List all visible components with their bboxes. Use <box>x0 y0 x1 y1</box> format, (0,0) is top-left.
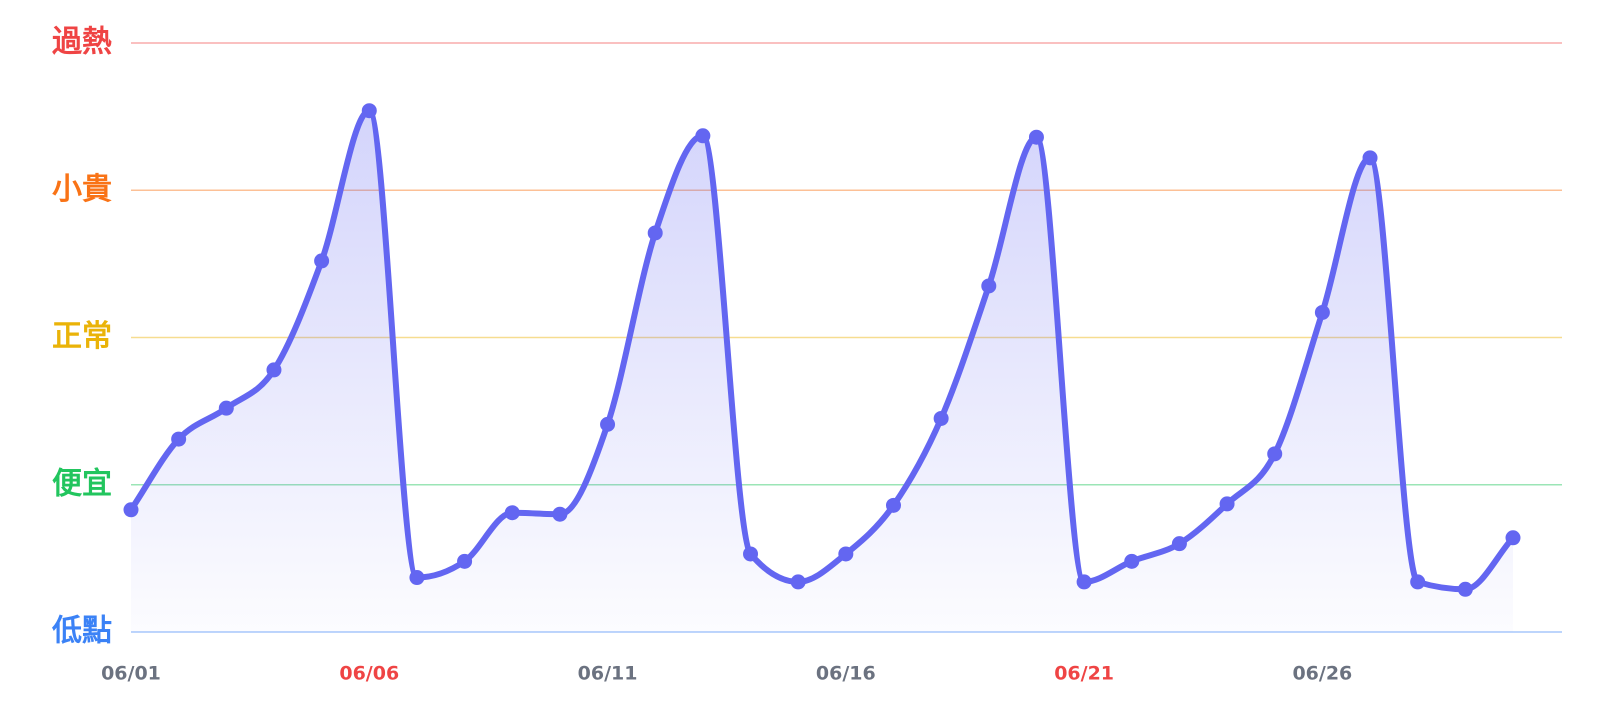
point <box>838 546 854 562</box>
point <box>504 505 520 521</box>
area <box>131 110 1513 632</box>
y-tick-label: 過熱 <box>52 25 112 60</box>
point <box>1028 129 1044 145</box>
point <box>600 416 616 432</box>
point <box>743 546 759 562</box>
point <box>1171 536 1187 552</box>
y-tick-label: 小貴 <box>52 172 112 207</box>
point <box>1457 581 1473 597</box>
point <box>885 497 901 513</box>
point <box>266 362 282 378</box>
x-tick-label: 06/01 <box>101 663 161 685</box>
point <box>1219 496 1235 512</box>
point <box>314 253 330 269</box>
x-tick-label: 06/21 <box>1054 663 1114 685</box>
y-tick-label: 低點 <box>51 614 112 649</box>
point <box>1505 530 1521 546</box>
point <box>1410 574 1426 590</box>
x-tick-label: 06/16 <box>816 663 876 685</box>
point <box>981 278 997 294</box>
point <box>1076 574 1092 590</box>
x-tick-label: 06/06 <box>339 663 399 685</box>
point <box>1267 446 1283 462</box>
point <box>123 502 139 518</box>
x-tick-label: 06/26 <box>1292 663 1352 685</box>
point <box>1362 150 1378 166</box>
point <box>361 103 377 119</box>
point <box>552 506 568 522</box>
point <box>1124 553 1140 569</box>
point <box>1314 304 1330 320</box>
point <box>933 410 949 426</box>
point <box>695 128 711 144</box>
line <box>128 107 1516 593</box>
y-tick-label: 正常 <box>52 319 112 354</box>
point <box>457 553 473 569</box>
x-tick-label: 06/11 <box>578 663 638 685</box>
point <box>409 570 425 586</box>
point <box>790 574 806 590</box>
y-tick-label: 便宜 <box>52 466 112 501</box>
point <box>218 400 234 416</box>
point <box>171 431 187 447</box>
point <box>647 225 663 241</box>
